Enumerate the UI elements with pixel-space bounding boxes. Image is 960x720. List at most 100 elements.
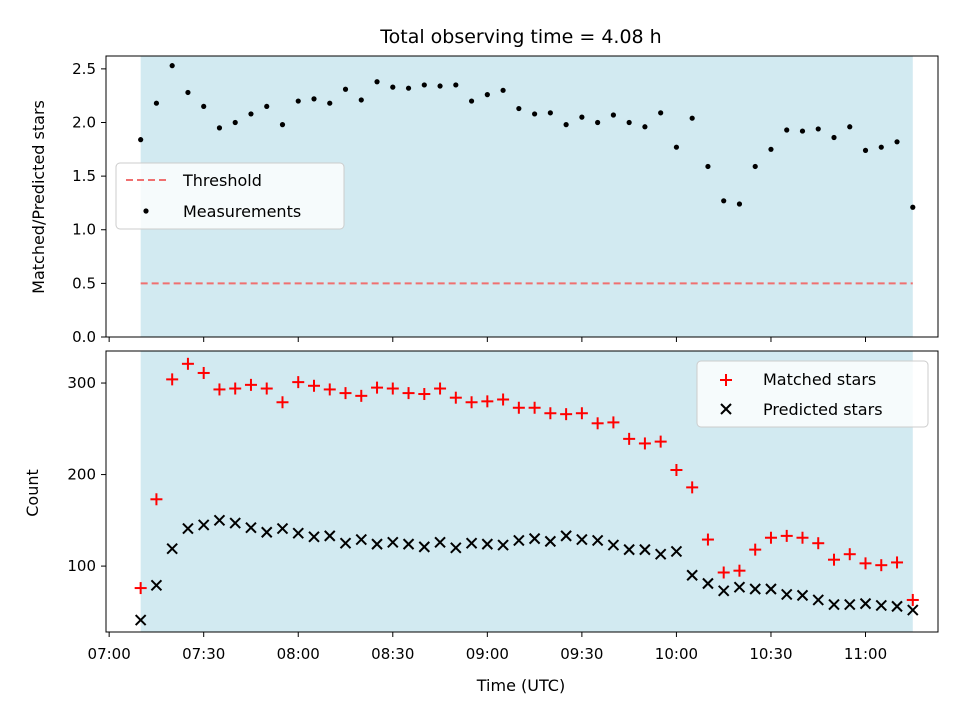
predicted-stars-point (134, 614, 147, 626)
predicted-stars-point (844, 598, 856, 611)
matched-stars-point (371, 381, 384, 394)
predicted-stars-point (434, 536, 446, 549)
measurements-point (374, 79, 380, 85)
matched-stars-point (733, 564, 746, 577)
predicted-stars-point (213, 514, 226, 527)
measurements-point (248, 111, 254, 117)
measurements-point (547, 110, 553, 116)
measurements-point (327, 100, 333, 106)
matched-stars-point (780, 529, 793, 542)
measurements-point (390, 84, 396, 90)
matched-stars-point (701, 533, 714, 546)
count-legend-box (696, 360, 929, 428)
matched-stars-point (181, 357, 194, 370)
measurements-point (500, 87, 506, 93)
predicted-stars-point (182, 522, 194, 535)
measurements-point (516, 105, 522, 112)
legend-predicted-label: Predicted stars (763, 400, 883, 419)
measurements-point (878, 144, 884, 150)
matched-stars-point (796, 531, 809, 544)
legend-matched-swatch (720, 374, 732, 386)
x-tick-label: 11:00 (844, 645, 887, 663)
matched-stars-point (875, 559, 888, 572)
predicted-stars-point (859, 597, 872, 610)
ratio-y-tick-label: 1.5 (72, 167, 96, 185)
matched-stars-point (465, 396, 478, 409)
count-y-tick-label: 100 (67, 557, 96, 575)
measurements-point (311, 96, 317, 102)
measurements-point (421, 82, 427, 88)
matched-stars-point (339, 387, 352, 400)
predicted-stars-point (324, 530, 336, 542)
predicted-stars-point (654, 548, 667, 560)
matched-stars-point (166, 373, 179, 386)
predicted-stars-point (276, 522, 289, 535)
matched-stars-point (812, 537, 825, 550)
predicted-stars-point (339, 537, 352, 549)
predicted-stars-point (607, 539, 620, 551)
predicted-stars-point (875, 599, 887, 612)
predicted-stars-point (544, 535, 557, 548)
predicted-stars-point (308, 531, 320, 543)
measurements-point (216, 125, 223, 131)
matched-stars-point (560, 408, 573, 421)
predicted-stars-point (576, 533, 588, 546)
ratio-panel: 0.0 0.5 1.0 1.5 2.0 2.5 Matched/Predicted sta… (29, 55, 939, 346)
matched-stars-point (197, 366, 210, 379)
predicted-stars-point (402, 538, 415, 550)
measurements-point (894, 139, 900, 145)
predicted-stars-point (418, 541, 431, 553)
predicted-stars-point (497, 539, 509, 551)
predicted-stars-point (166, 542, 178, 555)
legend-measurements-swatch (143, 208, 149, 214)
measurements-point (295, 98, 301, 104)
predicted-stars-point (623, 543, 635, 556)
predicted-stars-point (465, 537, 478, 549)
matched-stars-point (575, 407, 588, 420)
predicted-stars-point (371, 538, 383, 550)
measurements-point (138, 137, 144, 143)
count-legend: Matched stars Predicted stars (696, 360, 929, 428)
matched-stars-point (638, 437, 651, 450)
matched-stars-point (150, 493, 163, 506)
count-x-ticks: 07:00 07:30 08:00 08:30 09:00 09:30 10:00 10:30… (88, 632, 887, 663)
predicted-stars-point (150, 579, 163, 592)
x-tick-label: 10:00 (655, 645, 698, 663)
matched-stars-point (859, 557, 872, 570)
measurements-point (784, 127, 790, 133)
ratio-y-tick-label: 1.0 (72, 221, 96, 239)
legend-measurements-label: Measurements (183, 202, 301, 221)
matched-stars-point (906, 593, 919, 606)
x-tick-label: 08:30 (371, 645, 414, 663)
count-panel: 100 200 300 07:00 07:30 08:00 08:30 09:00 09:30… (23, 350, 939, 695)
measurements-point (626, 119, 632, 126)
matched-stars-point (670, 463, 683, 476)
matched-stars-point (686, 481, 699, 494)
ratio-y-tick-label: 2.5 (72, 60, 96, 78)
measurements-point (232, 119, 238, 126)
matched-stars-point (497, 393, 510, 406)
ratio-y-axis-label: Matched/Predicted stars (29, 100, 48, 294)
matched-stars-point (512, 401, 525, 414)
measurements-point (185, 89, 191, 96)
matched-stars-point (623, 432, 636, 445)
matched-stars-point (717, 566, 730, 579)
measurements-point (453, 82, 459, 88)
matched-stars-point (607, 416, 620, 429)
x-tick-label: 08:00 (277, 645, 320, 663)
predicted-stars-point (481, 538, 494, 550)
predicted-stars-point (245, 521, 257, 534)
predicted-stars-point (796, 589, 809, 602)
predicted-stars-point (891, 600, 903, 613)
measurements-point (752, 163, 758, 170)
matched-stars-point (481, 395, 494, 408)
predicted-stars-point (749, 583, 761, 595)
predicted-stars-point (812, 594, 824, 606)
matched-stars-point (544, 407, 557, 420)
measurements-point (768, 146, 774, 152)
matched-stars-point (355, 389, 368, 402)
x-tick-label: 09:00 (466, 645, 509, 663)
measurements-point (910, 204, 916, 210)
predicted-stars-point (387, 536, 399, 549)
